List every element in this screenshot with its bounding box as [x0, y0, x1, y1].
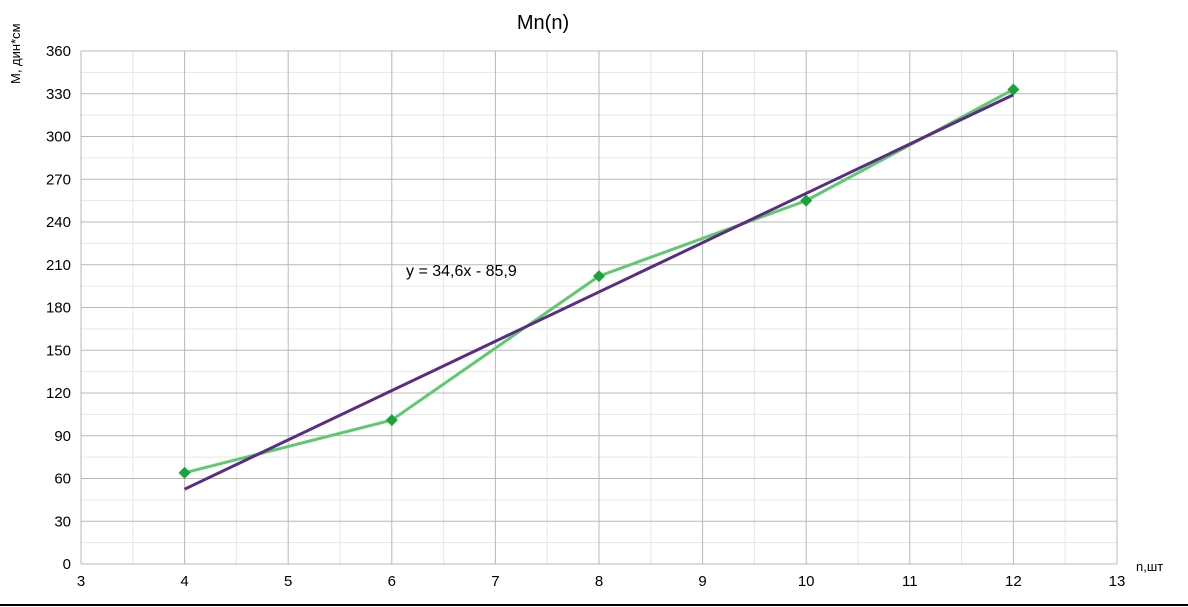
y-tick-label: 30 — [54, 513, 71, 530]
y-tick-label: 330 — [46, 86, 71, 103]
y-tick-label: 360 — [46, 43, 71, 60]
data-point-marker — [178, 466, 191, 479]
x-tick-label: 12 — [1005, 573, 1022, 590]
y-axis-title: M, дин*см — [8, 23, 23, 84]
data-point-marker — [593, 270, 605, 283]
bottom-rule — [0, 604, 1188, 606]
chart-title: Mn(n) — [517, 12, 569, 34]
x-tick-label: 11 — [902, 573, 918, 590]
data-point-marker — [385, 414, 398, 427]
grid — [80, 50, 1118, 565]
x-tick-label: 7 — [491, 573, 499, 590]
x-axis-title: n,шт — [1136, 559, 1163, 574]
x-tick-label: 4 — [180, 573, 188, 590]
y-tick-label: 60 — [54, 471, 71, 488]
x-tick-label: 10 — [798, 573, 815, 590]
x-tick-label: 5 — [284, 573, 292, 590]
y-tick-label: 270 — [46, 171, 71, 188]
y-tick-label: 90 — [54, 428, 71, 445]
x-tick-label: 3 — [77, 573, 85, 590]
y-tick-label: 240 — [46, 214, 71, 231]
y-tick-label: 300 — [46, 129, 71, 146]
data-point-marker — [800, 194, 813, 207]
x-tick-label: 8 — [595, 573, 603, 590]
x-tick-label: 9 — [698, 573, 706, 590]
trendline-equation: y = 34,6x - 85,9 — [406, 263, 517, 280]
y-tick-label: 210 — [46, 257, 71, 274]
x-tick-label: 13 — [1109, 573, 1126, 590]
x-tick-label: 6 — [388, 573, 396, 590]
y-tick-label: 0 — [63, 556, 71, 573]
y-tick-label: 180 — [46, 300, 71, 317]
data-point-marker — [1007, 83, 1020, 96]
y-tick-label: 120 — [46, 385, 71, 402]
tick-labels: 3 4 5 6 7 8 9 10 11 12 13 0 30 60 90 120 150 180 210 240 270… — [46, 43, 1125, 590]
trendline — [183, 93, 1015, 491]
y-tick-label: 150 — [46, 342, 71, 359]
series-layer — [178, 83, 1020, 491]
